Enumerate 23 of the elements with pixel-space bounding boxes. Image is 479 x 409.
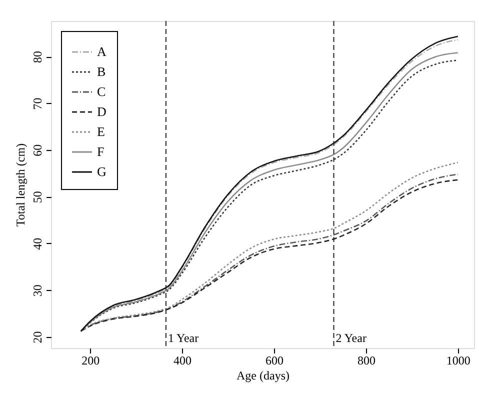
- x-tick-label: 800: [357, 354, 376, 368]
- x-tick-label: 600: [265, 354, 284, 368]
- x-axis-title: Age (days): [236, 368, 290, 382]
- legend-label: G: [97, 164, 106, 179]
- x-tick-label: 400: [174, 354, 192, 368]
- y-tick-label: 40: [30, 238, 44, 250]
- y-tick-label: 60: [30, 144, 44, 156]
- legend-label: F: [97, 144, 104, 159]
- y-tick-label: 70: [30, 98, 44, 110]
- legend-label: A: [97, 44, 107, 59]
- y-axis-title: Total length (cm): [14, 143, 28, 227]
- ref-line-label: 1 Year: [168, 331, 199, 345]
- legend-label: C: [97, 84, 106, 99]
- legend-label: D: [97, 104, 106, 119]
- x-tick-label: 1000: [446, 354, 470, 368]
- legend-label: B: [97, 64, 106, 79]
- y-tick-label: 80: [30, 51, 44, 64]
- x-tick-label: 200: [82, 354, 100, 368]
- y-tick-label: 30: [30, 284, 44, 297]
- y-tick-label: 50: [30, 191, 44, 204]
- ref-line-label: 2 Year: [336, 331, 366, 345]
- y-tick-label: 20: [30, 331, 44, 344]
- legend-label: E: [97, 124, 105, 139]
